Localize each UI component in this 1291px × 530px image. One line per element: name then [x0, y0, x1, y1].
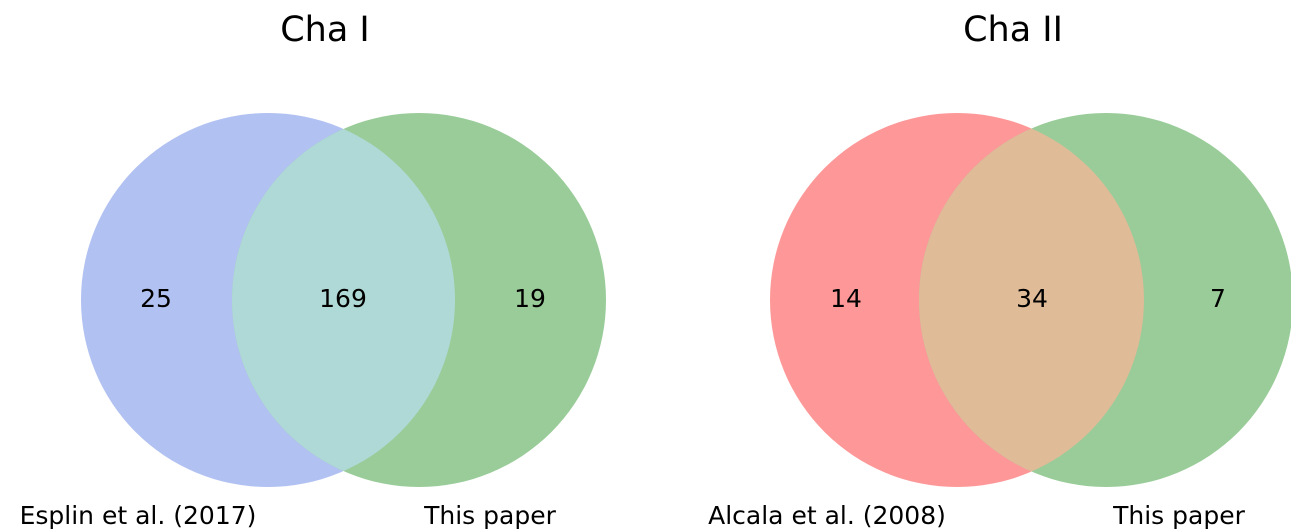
venn-count-left-only: 14: [830, 284, 862, 313]
venn-diagram-cha-1: Cha I 25 169 19 Esplin et al. (2017) Thi…: [20, 10, 606, 530]
venn-count-overlap: 169: [319, 284, 367, 313]
venn-set-label-left: Alcala et al. (2008): [708, 501, 946, 530]
venn-set-label-right: This paper: [423, 501, 556, 530]
venn-title: Cha II: [963, 10, 1063, 50]
venn-set-label-right: This paper: [1112, 501, 1245, 530]
venn-title: Cha I: [280, 10, 370, 50]
venn-overlap-region: [232, 113, 455, 487]
venn-count-left-only: 25: [140, 284, 172, 313]
venn-count-right-only: 7: [1210, 284, 1226, 313]
venn-count-right-only: 19: [514, 284, 546, 313]
venn-set-label-left: Esplin et al. (2017): [20, 501, 257, 530]
venn-overlap-region: [919, 113, 1144, 487]
venn-diagram-cha-2: Cha II 14 34 7 Alcala et al. (2008) This…: [708, 10, 1291, 530]
venn-count-overlap: 34: [1016, 284, 1048, 313]
